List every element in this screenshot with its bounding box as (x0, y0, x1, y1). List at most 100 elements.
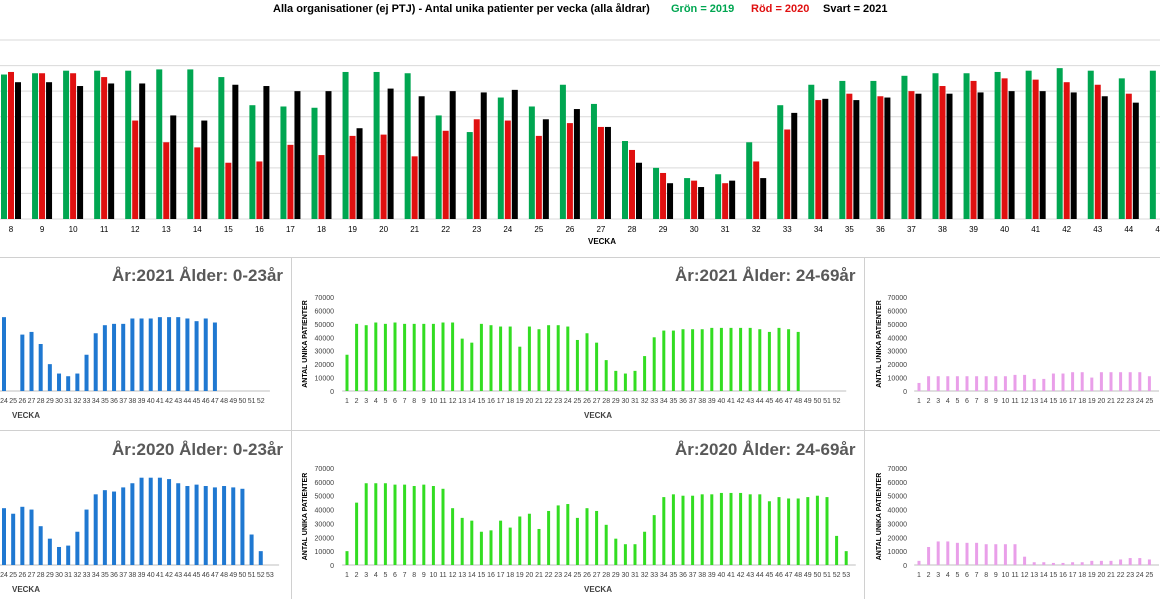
bar-w3 (364, 483, 368, 565)
bar-w27 (29, 509, 34, 565)
bar-w45 (194, 321, 199, 391)
bar-2019-w26 (559, 84, 566, 219)
bar-w7 (975, 376, 979, 391)
divider-middle (0, 430, 1160, 431)
x-tick-label: 46 (202, 398, 210, 405)
x-tick-label: 1 (345, 572, 349, 579)
x-tick-label: 6 (965, 572, 969, 579)
x-tick-label: 16 (1059, 572, 1067, 579)
x-axis-label: VECKA (12, 585, 40, 594)
bar-w12 (451, 322, 455, 391)
x-tick-label: 47 (211, 398, 219, 405)
bar-w43 (748, 327, 752, 391)
bar-2021-w38 (946, 93, 953, 219)
bar-w26 (20, 334, 25, 391)
bar-2020-w30 (691, 180, 698, 219)
bar-w4 (374, 483, 378, 565)
bar-2021-w23 (480, 92, 487, 219)
bar-2021-w18 (325, 91, 332, 219)
bar-w2 (927, 546, 931, 565)
x-tick-label: 22 (441, 225, 450, 234)
x-tick-label: 37 (689, 398, 697, 405)
x-tick-label: 13 (458, 398, 466, 405)
x-tick-label: 40 (147, 398, 155, 405)
bar-w50 (815, 495, 819, 565)
bar-2019-w38 (932, 73, 939, 219)
bar-w10 (1003, 376, 1007, 391)
divider-top (0, 257, 1160, 258)
x-tick-label: 30 (55, 572, 63, 579)
x-tick-label: 40 (718, 398, 726, 405)
bar-2020-w19 (349, 135, 356, 219)
bar-w4 (946, 376, 950, 391)
x-tick-label: 16 (487, 398, 495, 405)
bar-w5 (383, 483, 387, 565)
y-tick-label: 10000 (888, 549, 908, 556)
y-tick-label: 0 (903, 563, 907, 570)
x-tick-label: 9 (994, 572, 998, 579)
bar-w20 (527, 326, 531, 391)
y-tick-label: 20000 (888, 535, 908, 542)
x-tick-label: 25 (1146, 572, 1154, 579)
x-tick-label: 30 (622, 398, 630, 405)
x-tick-label: 26 (583, 398, 591, 405)
x-tick-label: 24 (564, 398, 572, 405)
bar-2021-w13 (170, 115, 177, 219)
bar-2021-w43 (1101, 96, 1108, 219)
bar-w18 (1080, 562, 1084, 565)
bar-w45 (767, 331, 771, 391)
bar-w46 (777, 327, 781, 391)
bar-2021-w15 (232, 84, 239, 219)
bar-w20 (1099, 560, 1103, 565)
x-tick-label: 27 (593, 572, 601, 579)
bar-w45 (194, 484, 199, 565)
x-tick-label: 50 (814, 572, 822, 579)
x-tick-label: 23 (472, 225, 481, 234)
x-tick-label: 52 (257, 572, 265, 579)
bar-w42 (739, 327, 743, 391)
x-tick-label: 10 (430, 398, 438, 405)
y-tick-label: 0 (330, 389, 334, 396)
bar-2020-w11 (101, 77, 108, 219)
y-tick-label: 60000 (888, 308, 908, 315)
x-tick-label: 38 (698, 572, 706, 579)
x-tick-label: 12 (1021, 398, 1029, 405)
x-tick-label: 48 (794, 398, 802, 405)
bar-2021-w9 (46, 82, 53, 219)
bar-w40 (148, 318, 153, 391)
x-tick-label: 12 (131, 225, 140, 234)
bar-2021-w39 (977, 92, 984, 219)
x-tick-label: 40 (1000, 225, 1009, 234)
bar-w34 (93, 333, 98, 391)
y-axis-label: ANTAL UNIKA PATIENTER (876, 473, 883, 561)
x-tick-label: 34 (92, 572, 100, 579)
bar-2020-w10 (70, 73, 77, 219)
x-tick-label: 18 (506, 398, 514, 405)
bar-w41 (729, 492, 733, 565)
x-tick-label: 27 (593, 398, 601, 405)
x-tick-label: 31 (64, 398, 72, 405)
bar-w20 (527, 513, 531, 565)
y-tick-label: 10000 (315, 376, 335, 383)
x-tick-label: 11 (1011, 572, 1018, 579)
bar-w47 (787, 498, 791, 565)
bar-2020-w31 (722, 183, 729, 219)
x-tick-label: 8 (9, 225, 14, 234)
x-tick-label: 45 (1155, 225, 1160, 234)
bar-w23 (1128, 372, 1132, 391)
x-tick-label: 25 (1146, 398, 1154, 405)
bar-w10 (431, 486, 435, 565)
x-tick-label: 26 (583, 572, 591, 579)
x-tick-label: 28 (37, 398, 45, 405)
x-tick-label: 25 (574, 572, 582, 579)
x-tick-label: 20 (526, 398, 534, 405)
bar-2019-w39 (963, 73, 970, 219)
x-tick-label: 44 (184, 572, 192, 579)
x-tick-label: 49 (804, 398, 812, 405)
bar-2020-w38 (939, 86, 946, 220)
x-tick-label: 9 (422, 398, 426, 405)
x-tick-label: 37 (907, 225, 916, 234)
x-tick-label: 37 (119, 572, 127, 579)
bar-2019-w35 (839, 80, 846, 220)
bar-w24 (2, 508, 6, 565)
